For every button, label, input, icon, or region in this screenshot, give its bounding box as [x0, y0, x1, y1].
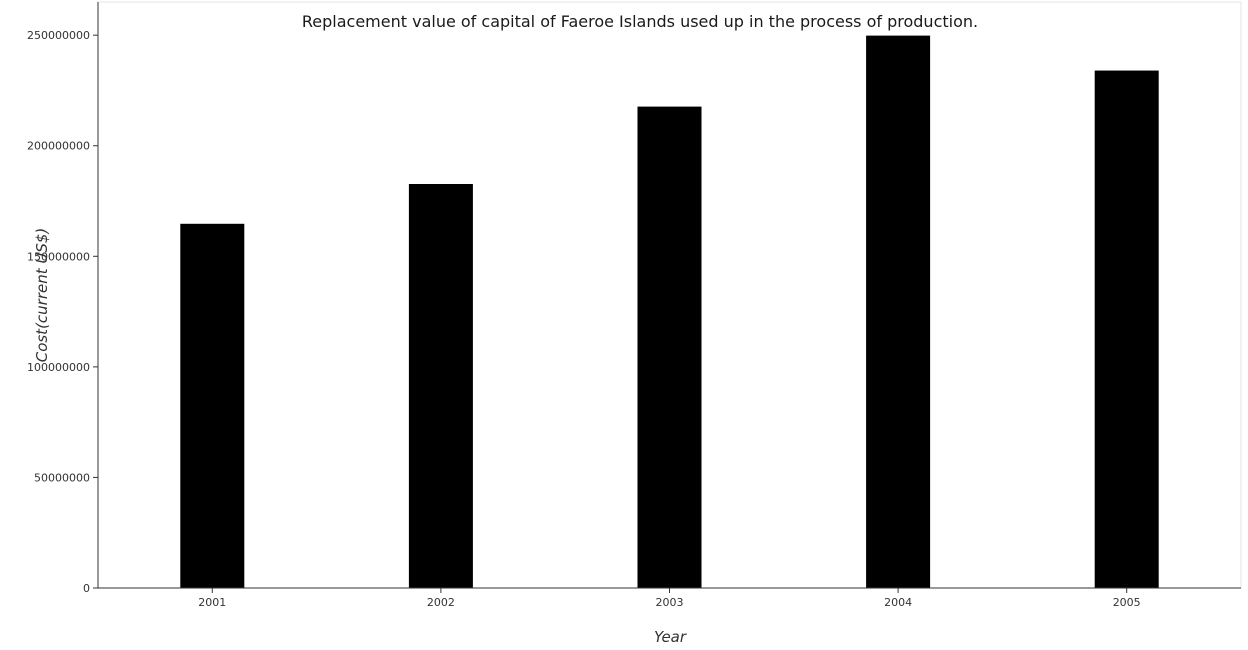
x-tick-label: 2004 [884, 596, 912, 609]
x-tick-label: 2003 [656, 596, 684, 609]
bar-2001 [180, 223, 245, 588]
bars-group [180, 35, 1159, 589]
bar-2002 [408, 183, 473, 588]
y-axis-label: Cost(current US$) [33, 228, 51, 363]
x-axis: 2001 2002 2003 2004 2005 [98, 587, 1241, 609]
x-axis-label: Year [654, 628, 687, 646]
x-tick-label: 2002 [427, 596, 455, 609]
bar-2005 [1094, 70, 1159, 588]
y-axis: 0 50000000 100000000 150000000 200000000 2500… [27, 2, 99, 595]
y-tick-label: 0 [83, 582, 90, 595]
y-tick-label: 50000000 [34, 471, 90, 484]
y-tick-label: 250000000 [27, 29, 90, 42]
bar-2003 [637, 106, 702, 589]
x-tick-label: 2005 [1113, 596, 1141, 609]
x-tick-label: 2001 [198, 596, 226, 609]
y-tick-label: 150000000 [27, 250, 90, 263]
bar-2004 [866, 35, 931, 589]
y-tick-label: 200000000 [27, 140, 90, 153]
chart-title: Replacement value of capital of Faeroe I… [302, 12, 978, 31]
y-tick-label: 100000000 [27, 361, 90, 374]
